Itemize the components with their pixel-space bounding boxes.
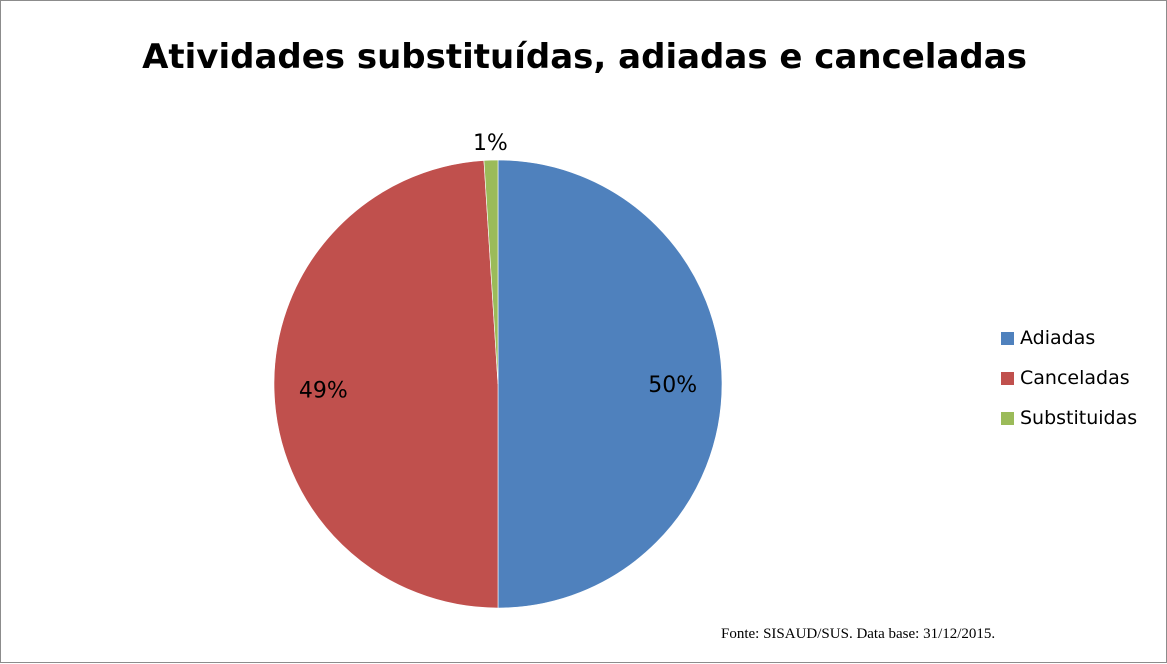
legend-swatch [1001,411,1014,425]
pie-label-substituidas: 1% [473,131,508,156]
legend-label: Adiadas [1020,327,1096,349]
pie-label-canceladas: 49% [299,378,348,403]
pie-slice-adiadas [497,159,723,609]
legend-item-substituidas: Substituidas [1001,403,1137,433]
legend-label: Canceladas [1020,367,1130,389]
legend-swatch [1001,371,1014,385]
legend-item-adiadas: Adiadas [1001,323,1137,353]
legend-swatch [1001,331,1014,345]
chart-legend: Adiadas Canceladas Substituidas [1001,323,1137,443]
pie-label-adiadas: 50% [648,373,697,398]
pie-labels: 50% 49% 1% [299,131,697,403]
legend-label: Substituidas [1020,407,1138,429]
pie-slices [273,159,723,609]
chart-title: Atividades substituídas, adiadas e cance… [142,37,1027,77]
legend-item-canceladas: Canceladas [1001,363,1137,393]
source-note: Fonte: SISAUD/SUS. Data base: 31/12/2015… [721,626,996,642]
pie-slice-canceladas [273,160,499,609]
pie-slice-substituidas [483,159,499,385]
